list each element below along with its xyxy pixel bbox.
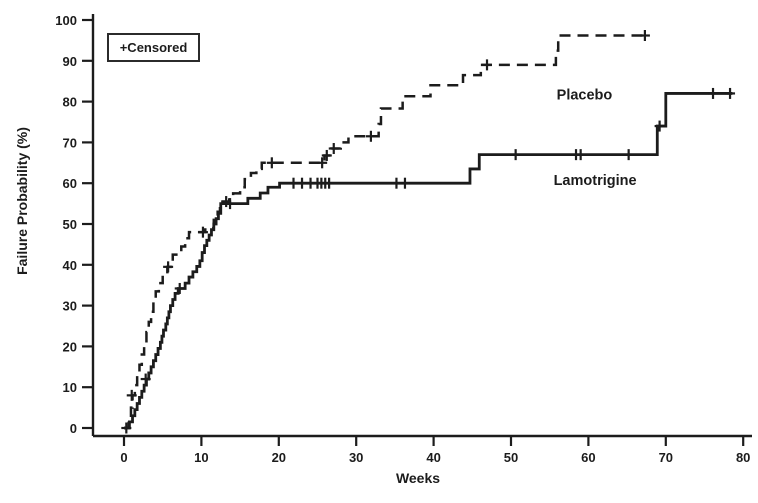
x-tick-label: 40 (426, 450, 440, 465)
x-tick-label: 80 (736, 450, 750, 465)
series-label-lamotrigine: Lamotrigine (554, 173, 637, 189)
series-label-placebo: Placebo (557, 88, 613, 104)
y-tick-label: 30 (63, 299, 77, 314)
y-tick-label: 20 (63, 339, 77, 354)
y-tick-label: 90 (63, 54, 77, 69)
y-tick-label: 10 (63, 380, 77, 395)
x-tick-label: 60 (581, 450, 595, 465)
y-axis-title: Failure Probability (%) (14, 127, 30, 275)
x-tick-label: 30 (349, 450, 363, 465)
y-tick-label: 0 (70, 421, 77, 436)
censored-legend-box: +Censored (107, 33, 200, 62)
censored-legend-label: +Censored (119, 40, 188, 55)
y-tick-label: 70 (63, 135, 77, 150)
y-tick-label: 50 (63, 217, 77, 232)
y-tick-label: 40 (63, 258, 77, 273)
series-curve-lamotrigine (124, 92, 733, 430)
x-tick-label: 50 (504, 450, 518, 465)
x-tick-label: 70 (659, 450, 673, 465)
y-tick-label: 60 (63, 176, 77, 191)
y-tick-label: 80 (63, 95, 77, 110)
x-tick-label: 20 (272, 450, 286, 465)
x-tick-label: 10 (194, 450, 208, 465)
y-tick-label: 100 (55, 13, 77, 28)
x-tick-label: 0 (120, 450, 127, 465)
x-axis-title: Weeks (395, 470, 441, 486)
